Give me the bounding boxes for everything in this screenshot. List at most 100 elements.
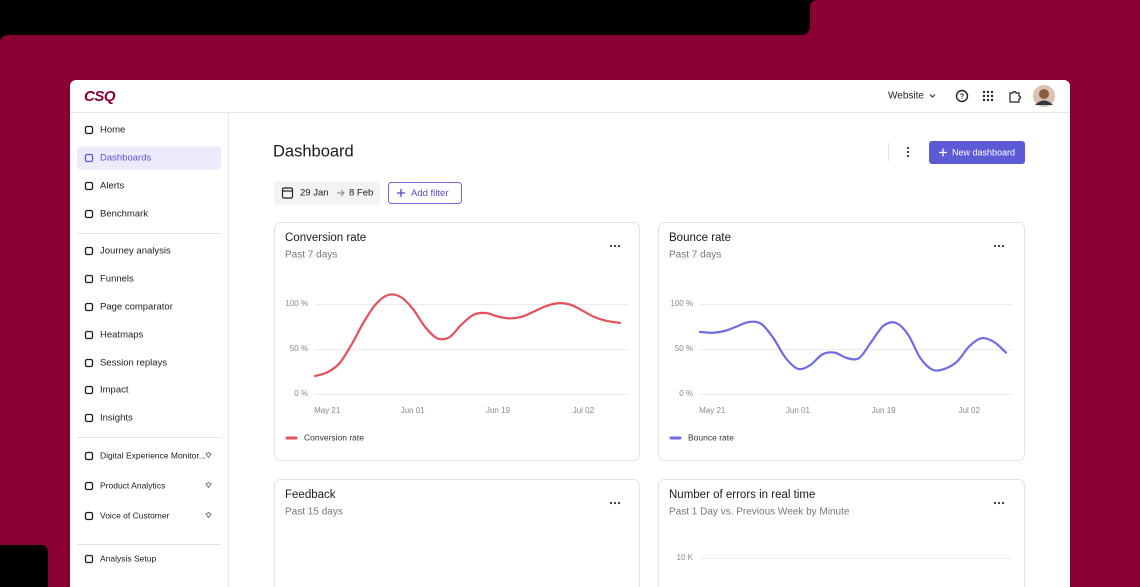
- chevron: [929, 94, 936, 98]
- plus-icon: [397, 189, 405, 197]
- nav-item[interactable]: Product Analytics: [100, 480, 165, 490]
- menu-dot: [993, 244, 997, 248]
- nav-icon: [84, 413, 94, 423]
- calendar-icon: [281, 187, 294, 199]
- menu-dot: [613, 501, 617, 505]
- nav-item[interactable]: Session replays: [100, 358, 167, 369]
- apps-dot: [982, 90, 986, 94]
- apps-dot: [986, 98, 990, 102]
- legend-label: Conversion rate: [304, 432, 364, 442]
- menu-dot: [906, 154, 910, 158]
- date-from: 29 Jan: [300, 188, 329, 199]
- menu-dot: [906, 146, 910, 150]
- y-tick-label: 10 K: [677, 553, 694, 562]
- premium-icon: [205, 511, 212, 519]
- x-tick-label: Jul 02: [959, 406, 981, 415]
- apps-dot: [990, 90, 994, 94]
- data-line: [698, 320, 1008, 372]
- menu-dot: [613, 244, 617, 248]
- menu-dot: [997, 244, 1001, 248]
- x-tick-label: Jun 01: [401, 406, 426, 415]
- help-mark: ?: [960, 93, 964, 100]
- data-line: [313, 293, 622, 378]
- x-tick-label: Jun 19: [872, 406, 897, 415]
- nav-icon: [84, 511, 94, 521]
- y-tick-label: 100 %: [670, 299, 693, 308]
- x-tick-label: Jul 02: [573, 406, 595, 415]
- nav-icon: [84, 209, 94, 219]
- extension-icon: [1009, 90, 1022, 103]
- premium-icon: [205, 481, 212, 489]
- y-tick-label: 0 %: [294, 389, 308, 398]
- nav-item[interactable]: Page comparator: [100, 302, 173, 313]
- x-tick-label: Jun 01: [786, 406, 811, 415]
- add-filter-button[interactable]: [388, 182, 462, 204]
- site-selector[interactable]: Website: [888, 91, 924, 102]
- nav-item[interactable]: Alerts: [100, 181, 125, 192]
- nav-icon: [84, 358, 94, 368]
- menu-dot: [906, 150, 910, 154]
- card-title: Number of errors in real time: [669, 489, 815, 501]
- apps-dot: [990, 98, 994, 102]
- apps-dot: [990, 94, 994, 98]
- y-tick-label: 50 %: [675, 344, 693, 353]
- nav-icon: [84, 246, 94, 256]
- nav-item[interactable]: Benchmark: [100, 209, 148, 220]
- apps-dot: [982, 94, 986, 98]
- nav-icon: [84, 385, 94, 395]
- nav-icon: [84, 125, 94, 135]
- avatar-head: [1039, 89, 1049, 99]
- card-title: Bounce rate: [669, 232, 731, 244]
- date-range[interactable]: [274, 181, 380, 205]
- card-title: Conversion rate: [285, 232, 366, 244]
- nav-item[interactable]: Journey analysis: [100, 246, 171, 257]
- card-subtitle: Past 1 Day vs. Previous Week by Minute: [669, 507, 850, 518]
- card-subtitle: Past 7 days: [669, 250, 721, 261]
- y-tick-label: 100 %: [285, 299, 308, 308]
- logo: CSQ: [84, 88, 116, 105]
- nav-item[interactable]: Funnels: [100, 274, 134, 285]
- nav-item[interactable]: Dashboards: [100, 153, 151, 164]
- menu-dot: [993, 501, 997, 505]
- nav-item[interactable]: Impact: [100, 385, 129, 396]
- nav-item[interactable]: Insights: [100, 413, 133, 424]
- add-filter-label: Add filter: [411, 188, 449, 199]
- menu-dot: [617, 501, 621, 505]
- nav-icon: [84, 274, 94, 284]
- new-dashboard-label: New dashboard: [952, 147, 1015, 157]
- x-tick-label: Jun 19: [486, 406, 511, 415]
- apps-dot: [986, 90, 990, 94]
- plus-icon: [939, 148, 947, 157]
- card-title: Feedback: [285, 489, 336, 501]
- nav-item[interactable]: Analysis Setup: [100, 553, 156, 563]
- date-to: 8 Feb: [349, 188, 373, 199]
- card: [658, 222, 1025, 461]
- menu-dot: [609, 501, 613, 505]
- nav-item[interactable]: Voice of Customer: [100, 510, 170, 520]
- legend-label: Bounce rate: [688, 432, 734, 442]
- apps-dot: [986, 94, 990, 98]
- avatar-body: [1035, 100, 1053, 105]
- card: [658, 479, 1025, 587]
- nav-item[interactable]: Digital Experience Monitor...: [100, 450, 206, 460]
- nav-icon: [84, 153, 94, 163]
- page-title: Dashboard: [273, 142, 354, 160]
- x-tick-label: May 21: [314, 406, 341, 415]
- nav-icon: [84, 181, 94, 191]
- nav-item[interactable]: Home: [100, 125, 125, 136]
- apps-dot: [982, 98, 986, 102]
- nav-icon: [84, 302, 94, 312]
- nav-active-bg: [77, 146, 221, 170]
- help-icon: [955, 89, 969, 103]
- menu-dot: [997, 501, 1001, 505]
- arrow-icon: [337, 189, 345, 197]
- nav-icon: [84, 451, 94, 461]
- premium-icon: [205, 451, 212, 459]
- new-dashboard-button[interactable]: [929, 141, 1025, 164]
- card: [274, 479, 640, 587]
- nav-item[interactable]: Heatmaps: [100, 330, 144, 341]
- card-subtitle: Past 15 days: [285, 507, 343, 518]
- menu-dot: [1001, 501, 1005, 505]
